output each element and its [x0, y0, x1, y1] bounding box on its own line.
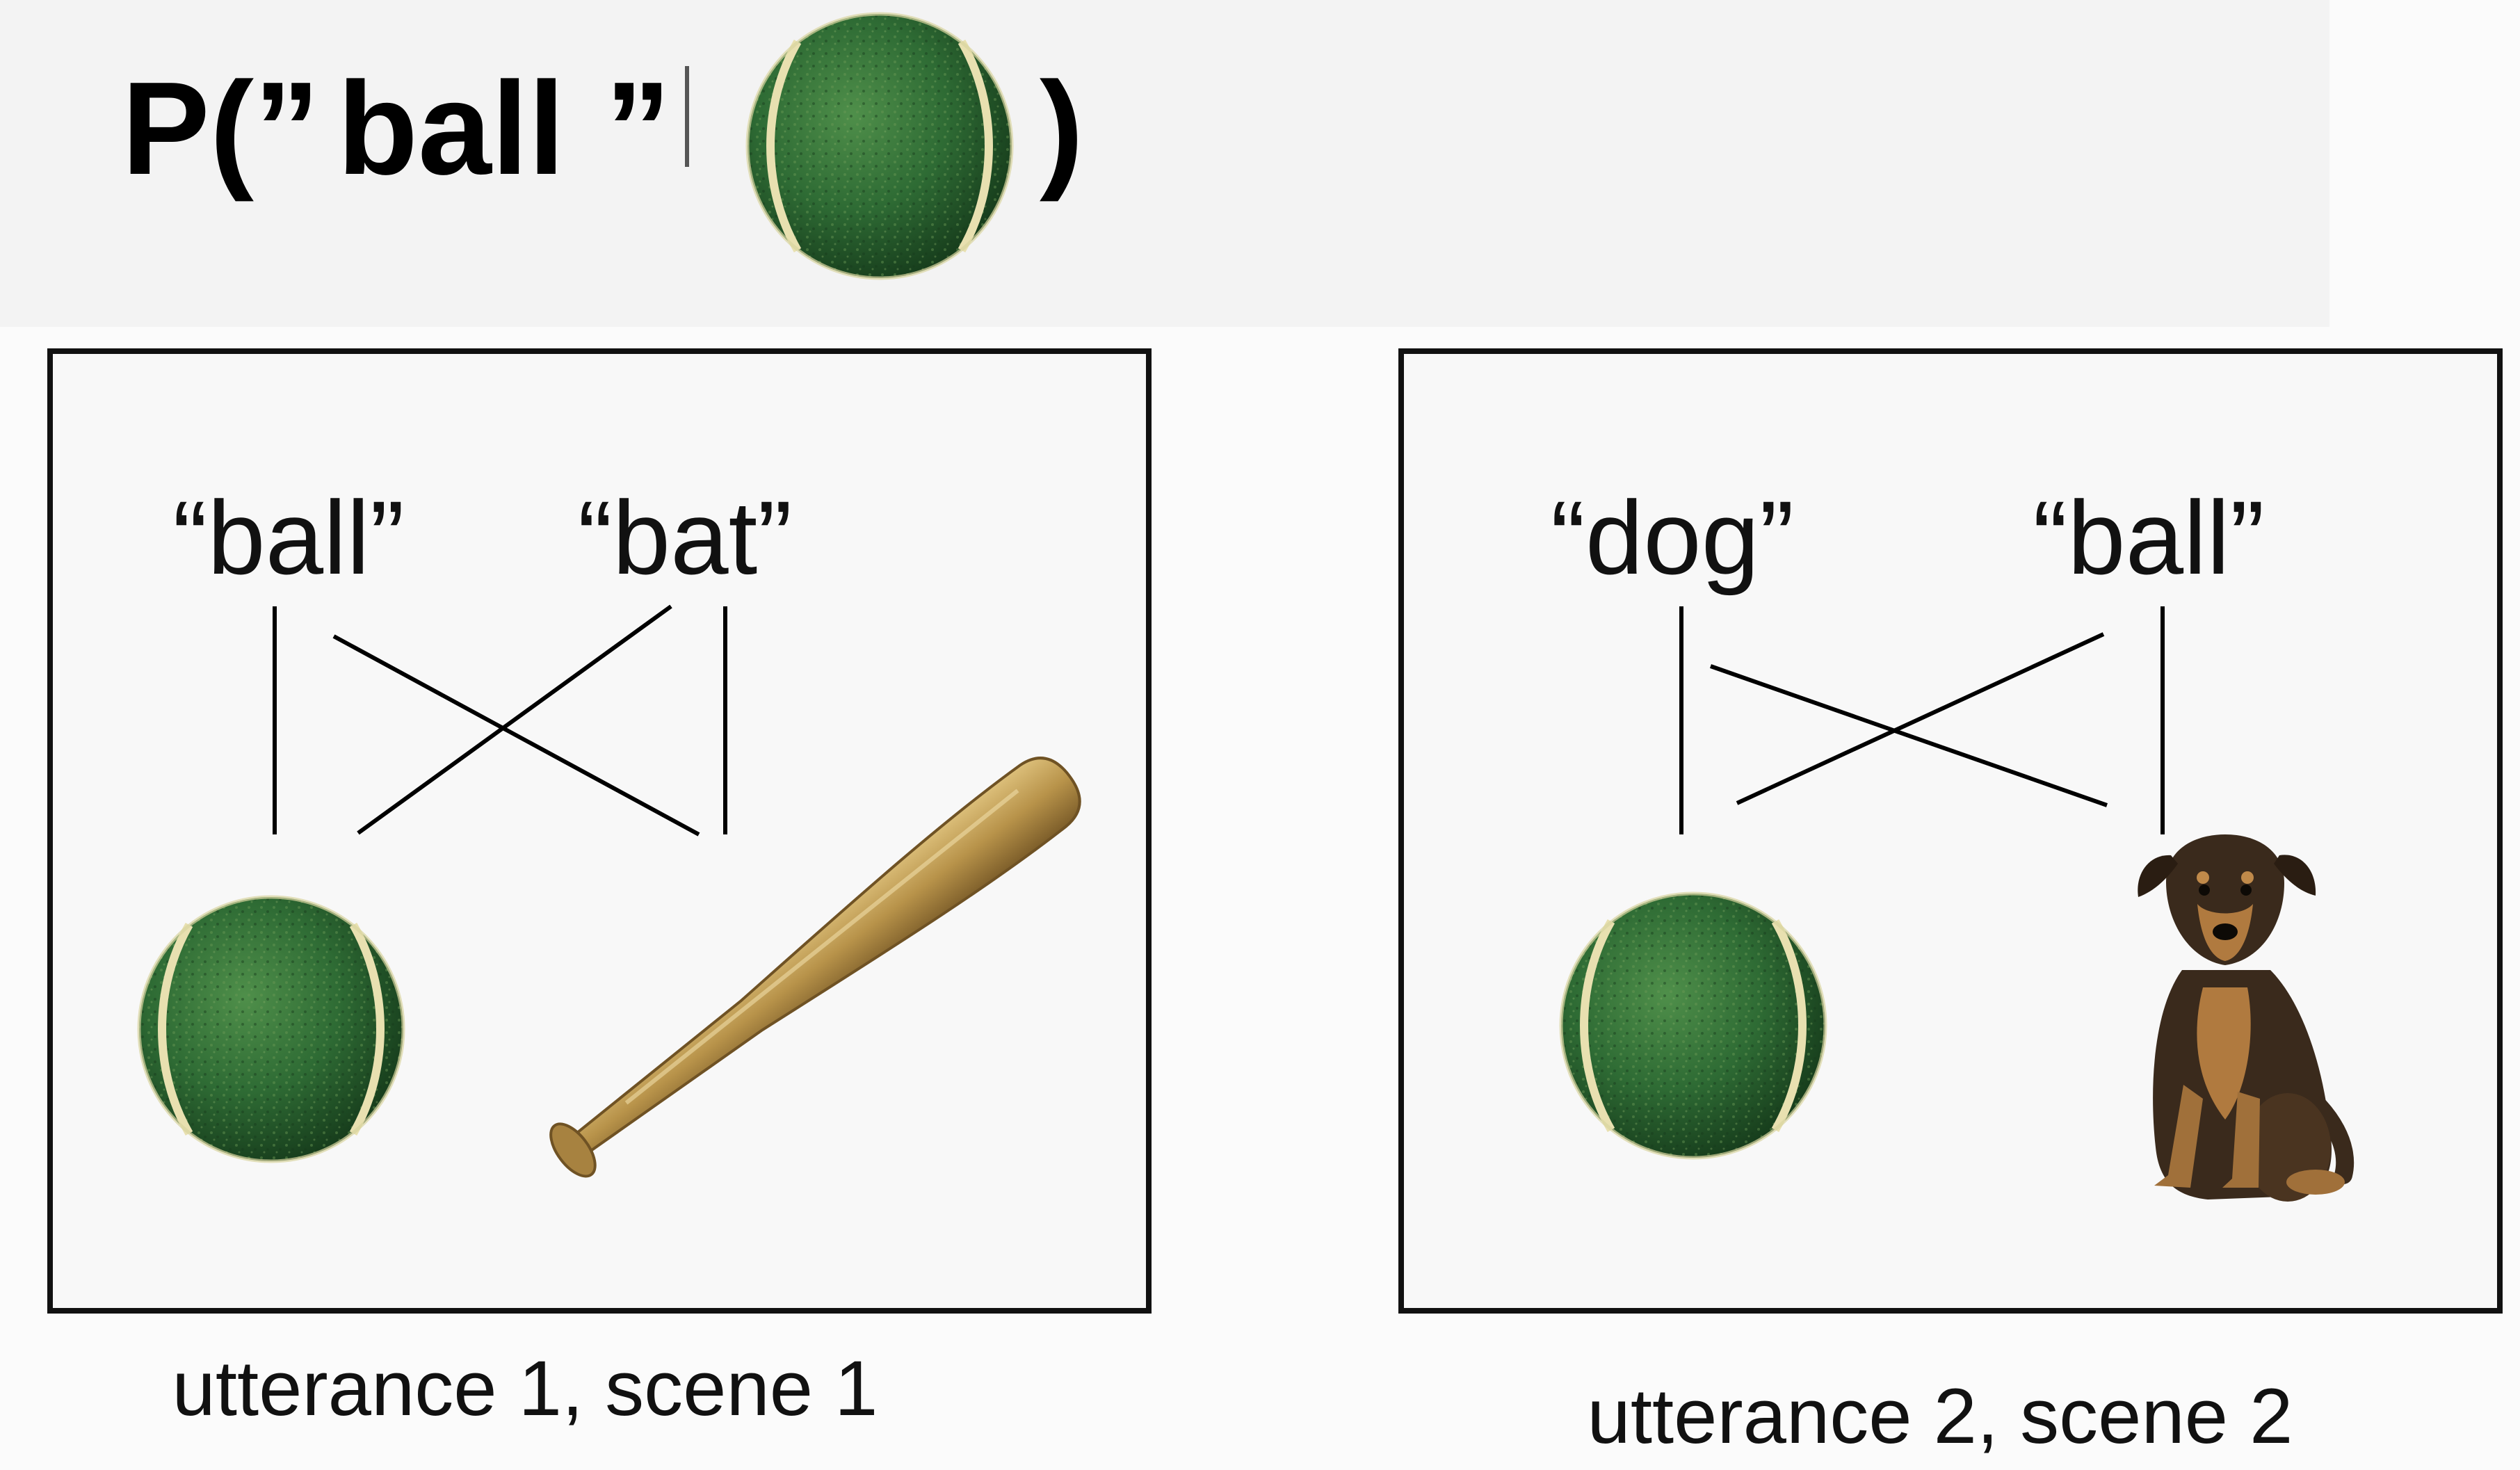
scene-2-word-2: “ball” [2033, 479, 2264, 596]
scene-2-word-1: “dog” [1551, 479, 1794, 596]
formula-prefix: P(” [122, 55, 320, 202]
scene-2-caption: utterance 2, scene 2 [1588, 1373, 2293, 1460]
dog-icon [2138, 834, 2355, 1202]
scene-1-word-1: “ball” [172, 479, 404, 596]
scene-2-links [1679, 606, 2165, 834]
formula-word: ball [337, 55, 565, 202]
tennis-ball-icon [1561, 894, 1825, 1158]
tennis-ball-icon [139, 897, 403, 1161]
scene-1-word-2: “bat” [578, 479, 792, 596]
scene-1-links [273, 604, 727, 837]
scene-2: “dog” “ball” [1398, 348, 2503, 1314]
scene-1: “ball” “bat” [47, 348, 1152, 1314]
formula-suffix: ) [1040, 55, 1083, 202]
scene-1-caption: utterance 1, scene 1 [172, 1345, 878, 1432]
formula: P(” ball ” ) [122, 14, 1083, 278]
formula-close-quote: ” [605, 55, 671, 202]
tennis-ball-icon [748, 14, 1012, 278]
baseball-bat-icon [549, 757, 1081, 1178]
header-band [0, 0, 2329, 327]
